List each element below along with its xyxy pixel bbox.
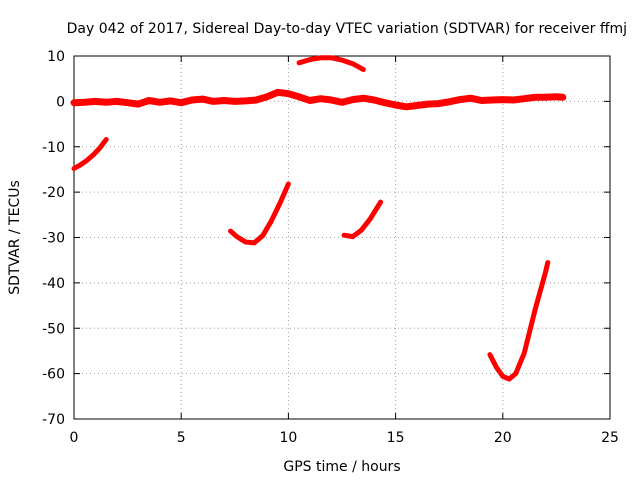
x-tick-labels: 0 5 10 15 20 25 — [70, 430, 619, 446]
series-line-3 — [296, 55, 366, 73]
y-tick-label: -10 — [42, 140, 65, 156]
series-line-6 — [487, 260, 551, 382]
axis-ticks — [73, 55, 611, 420]
series-line-1 — [70, 88, 567, 111]
y-tick-labels: 10 0 -10 -20 -30 -40 -50 -60 -70 — [42, 49, 65, 428]
x-tick-label: 5 — [177, 430, 186, 446]
y-axis-label: SDTVAR / TECUs — [7, 180, 23, 295]
y-tick-label: -70 — [42, 412, 65, 428]
y-tick-label: -30 — [42, 231, 65, 247]
y-tick-label: -20 — [42, 185, 65, 201]
y-tick-label: 0 — [56, 94, 65, 110]
series-layer — [70, 55, 567, 382]
x-tick-label: 0 — [70, 430, 79, 446]
series-line-4 — [228, 181, 291, 246]
y-tick-label: -60 — [42, 367, 65, 383]
grid-lines — [74, 56, 610, 419]
x-axis-label: GPS time / hours — [283, 459, 400, 475]
chart-title: Day 042 of 2017, Sidereal Day-to-day VTE… — [67, 21, 627, 37]
series-line-2 — [71, 137, 109, 171]
x-tick-label: 25 — [601, 430, 619, 446]
x-tick-label: 15 — [387, 430, 405, 446]
x-tick-label: 10 — [279, 430, 297, 446]
y-tick-label: 10 — [47, 49, 65, 65]
x-tick-label: 20 — [494, 430, 512, 446]
series-line-5 — [341, 199, 384, 240]
y-tick-label: -50 — [42, 321, 65, 337]
y-tick-label: -40 — [42, 276, 65, 292]
